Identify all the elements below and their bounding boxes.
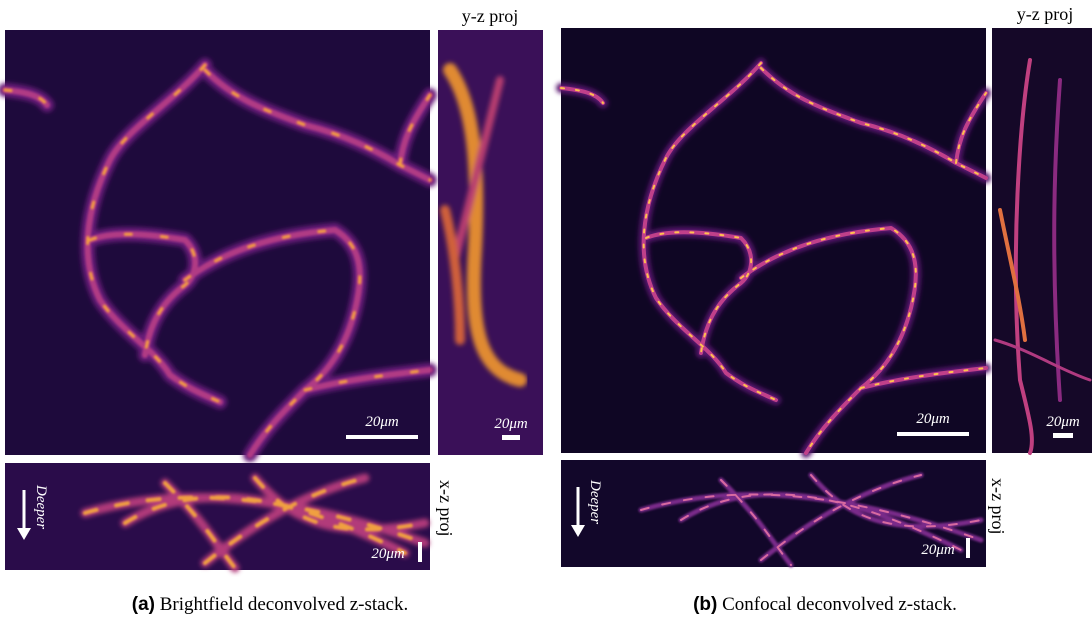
scale-label: 20μm [1046, 414, 1080, 430]
main-image [561, 28, 986, 453]
caption-label: (b) [693, 594, 717, 615]
panel-b: 20μm 20μm y-z proj Deeper 20μm x-z proj … [561, 4, 1092, 615]
caption: (b) Confocal deconvolved z-stack. [693, 594, 957, 615]
scale-bar [966, 538, 970, 558]
scale-label: 20μm [494, 416, 528, 432]
depth-label: Deeper [587, 479, 603, 524]
scale-label: 20μm [365, 414, 399, 430]
caption: (a) Brightfield deconvolved z-stack. [132, 594, 409, 615]
scale-bar [1053, 433, 1073, 438]
caption-label: (a) [132, 594, 155, 615]
xz-label: x-z proj [988, 478, 1008, 534]
scale-label: 20μm [921, 542, 955, 558]
scale-label: 20μm [371, 546, 405, 562]
scale-bar [418, 542, 422, 562]
caption-text: Confocal deconvolved z-stack. [722, 594, 957, 615]
scale-label: 20μm [916, 411, 950, 427]
scale-bar [502, 435, 520, 440]
figure: 20μm 20μm y-z proj Deeper 20μm x-z proj … [0, 0, 1092, 623]
xz-label: x-z proj [436, 480, 456, 536]
page: 20μm 20μm y-z proj Deeper 20μm x-z proj … [0, 0, 1092, 623]
scale-bar [897, 432, 969, 436]
panel-a: 20μm 20μm y-z proj Deeper 20μm x-z proj … [5, 6, 543, 615]
yz-label: y-z proj [462, 6, 518, 26]
scale-bar [346, 435, 418, 439]
depth-label: Deeper [33, 484, 49, 529]
yz-label: y-z proj [1017, 4, 1073, 24]
caption-text: Brightfield deconvolved z-stack. [160, 594, 409, 615]
main-image [5, 30, 430, 455]
